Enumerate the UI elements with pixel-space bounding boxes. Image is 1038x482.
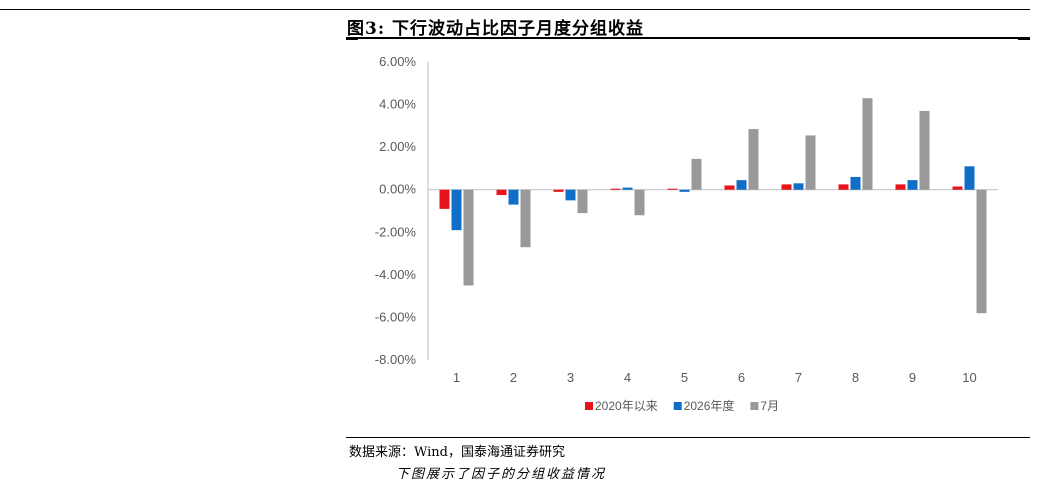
top-rule [0,9,1030,10]
source-note: 数据来源：Wind，国泰海通证券研究 [349,445,565,460]
bar-series-1-cat-3 [565,189,576,201]
bar-series-0-cat-1 [439,189,450,209]
x-tick-label: 7 [795,370,802,385]
legend-swatch [585,402,593,410]
title-tick-right [1018,39,1030,40]
bar-series-0-cat-9 [895,184,906,190]
x-tick-label: 5 [681,370,688,385]
x-tick-label: 10 [962,370,976,385]
x-tick-label: 6 [738,370,745,385]
x-tick-label: 9 [909,370,916,385]
bar-series-2-cat-8 [862,98,873,190]
body-text-snippet: 下图展示了因子的分组收益情况 [396,467,607,482]
title-tick-left [346,39,358,40]
bar-series-0-cat-8 [838,184,849,190]
legend-layer: 2020年以来 2026年度 7月 [585,398,779,413]
y-tick-label: -8.00% [375,352,417,367]
bar-series-1-cat-9 [907,180,918,190]
bar-series-2-cat-4 [634,189,645,216]
x-tick-label: 8 [852,370,859,385]
figure-title: 图3: 下行波动占比因子月度分组收益 [347,19,645,39]
y-tick-label: 2.00% [379,139,416,154]
bar-series-2-cat-1 [463,189,474,286]
bar-series-2-cat-7 [805,135,816,190]
legend-swatch [750,402,759,410]
bar-series-2-cat-5 [691,158,702,190]
x-tick-label: 3 [567,370,574,385]
y-tick-label: -4.00% [375,267,417,282]
bars-layer [439,98,987,314]
bar-series-1-cat-7 [793,183,804,190]
y-tick-label: 0.00% [379,182,416,197]
bar-series-0-cat-5 [667,188,678,190]
x-tick-label: 4 [624,370,631,385]
bar-series-1-cat-8 [850,176,861,190]
x-tick-label: 2 [510,370,517,385]
bar-series-1-cat-6 [736,180,747,190]
bar-series-1-cat-2 [508,189,519,205]
ticks-layer: 6.00% 4.00% 2.00% 0.00% -2.00% -4.00% -6.00% -8… [375,54,977,385]
bar-series-0-cat-3 [553,189,564,192]
legend-label: 7月 [760,399,779,413]
title-underline [346,37,1030,39]
bar-series-1-cat-4 [622,187,633,190]
bar-series-2-cat-6 [748,129,759,190]
axes-layer [427,62,998,360]
bar-series-0-cat-6 [724,185,735,190]
source-rule [346,437,1030,438]
y-tick-label: 4.00% [379,97,416,112]
bar-series-2-cat-3 [577,189,588,214]
legend-label: 2026年度 [684,398,735,413]
y-tick-label: 6.00% [379,54,416,69]
legend-label: 2020年以来 [595,399,658,413]
bar-series-2-cat-10 [976,189,987,314]
bar-series-1-cat-10 [964,166,975,190]
legend-swatch [673,402,682,410]
y-tick-label: -2.00% [375,224,417,239]
bar-series-1-cat-1 [451,189,462,231]
bar-series-1-cat-5 [679,189,690,192]
y-tick-label: -6.00% [375,309,417,324]
bar-series-2-cat-2 [520,189,531,248]
bar-series-0-cat-2 [496,189,507,196]
bar-series-0-cat-7 [781,184,792,190]
bar-series-0-cat-10 [952,186,963,190]
x-tick-label: 1 [453,370,460,385]
bar-series-0-cat-4 [610,188,621,190]
bar-series-2-cat-9 [919,110,930,190]
